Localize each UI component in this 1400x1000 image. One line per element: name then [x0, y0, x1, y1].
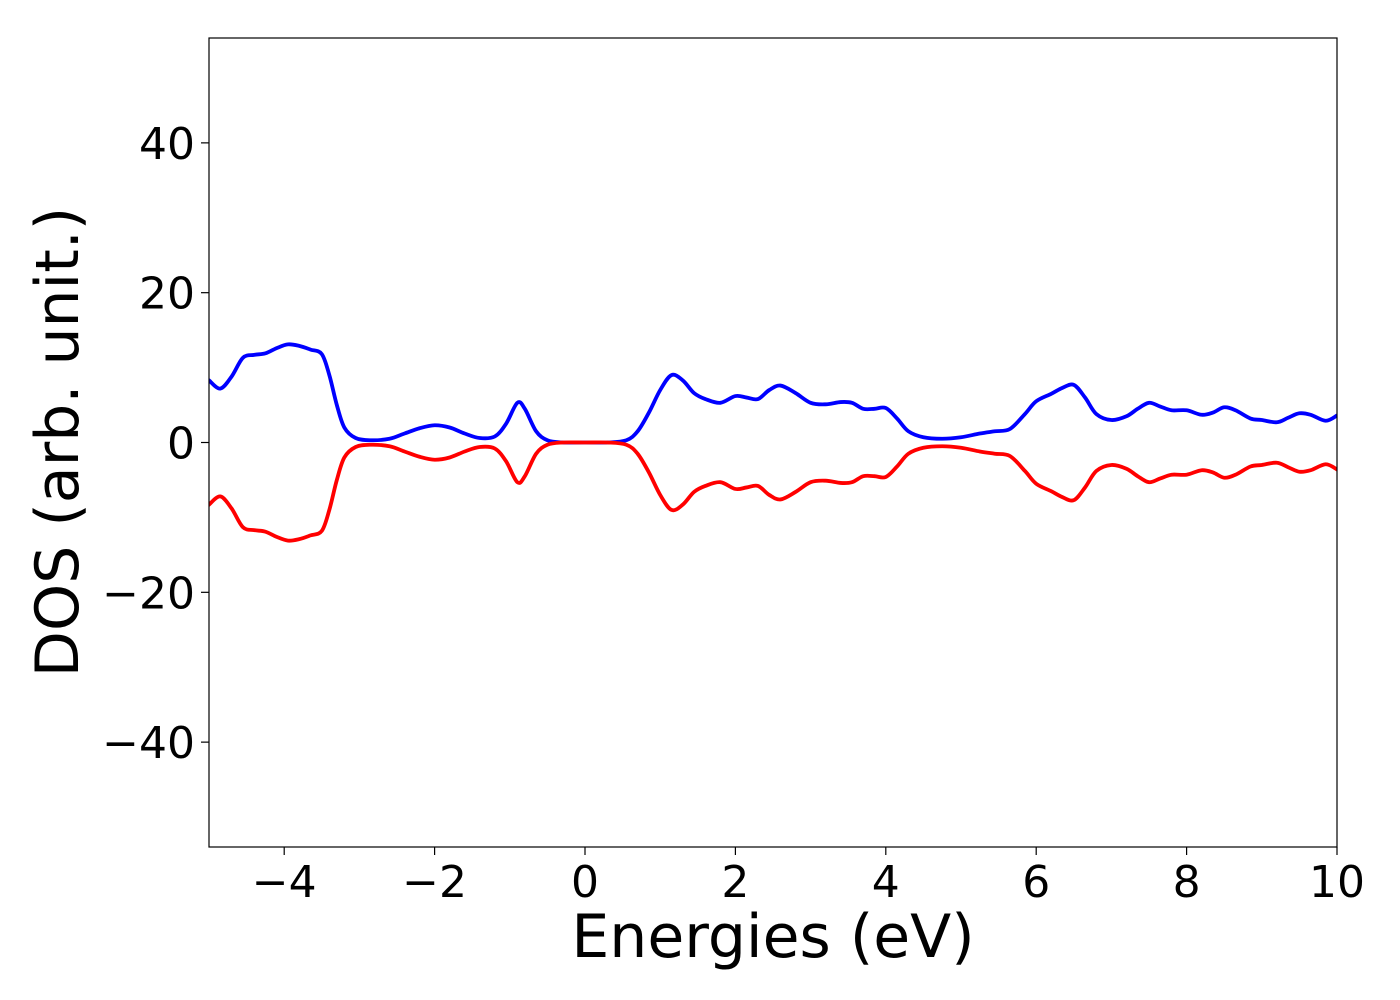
x-tick-label: 10 [1309, 857, 1365, 908]
x-tick-label: −4 [252, 857, 317, 908]
x-axis-label: Energies (eV) [571, 902, 974, 972]
x-tick-label: 6 [1022, 857, 1050, 908]
x-axis-ticks: −4 −2 0 2 4 6 8 10 [252, 847, 1365, 908]
x-tick-label: 8 [1173, 857, 1201, 908]
y-axis-ticks: −40 −20 0 20 40 [102, 119, 209, 769]
plot-frame [208, 37, 1338, 848]
y-tick-label: 0 [167, 419, 195, 470]
x-tick-label: 2 [721, 857, 749, 908]
x-tick-label: 4 [872, 857, 900, 908]
y-axis-label: DOS (arb. unit.) [23, 207, 93, 677]
series-layer [209, 342, 1337, 543]
x-tick-label: 0 [571, 857, 599, 908]
y-tick-label: −20 [102, 568, 195, 619]
x-tick-label: −2 [402, 857, 467, 908]
y-tick-label: 20 [139, 269, 195, 320]
y-tick-label: −40 [102, 718, 195, 769]
series-line-negative [209, 440, 1337, 543]
y-tick-label: 40 [139, 119, 195, 170]
series-line-positive [209, 342, 1337, 445]
